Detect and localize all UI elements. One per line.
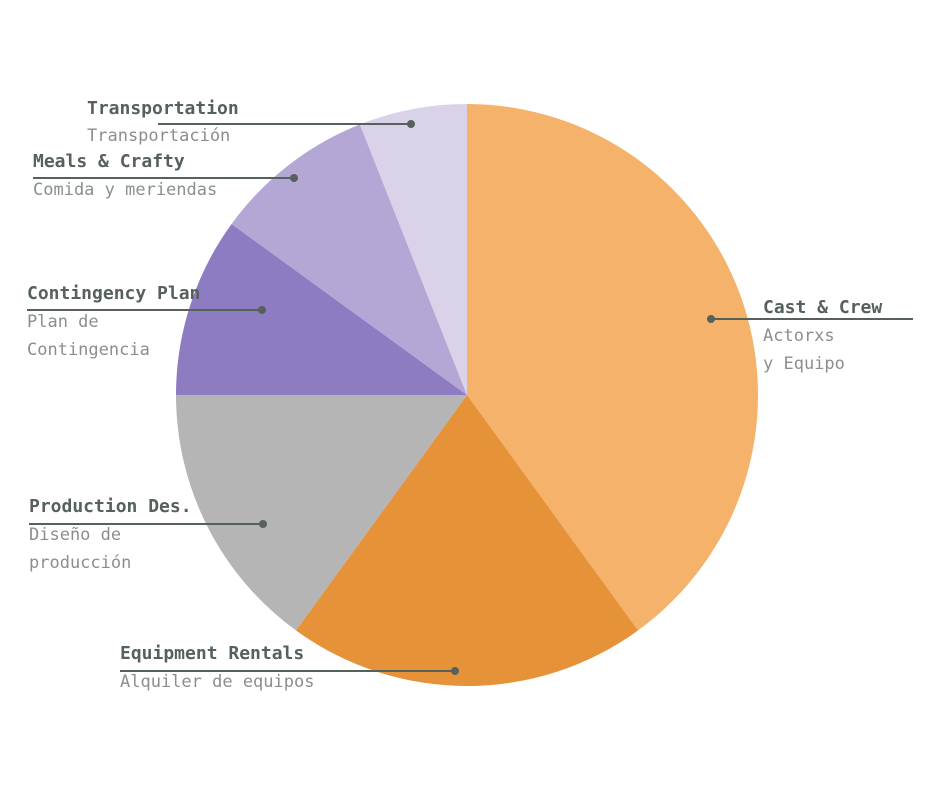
label-sub-cast-crew-1: Actorxs [763, 326, 835, 346]
label-sub-cast-crew-2: y Equipo [763, 354, 845, 374]
leader-dot-equipment-rentals [451, 667, 459, 675]
pie-slice-meals-crafty [231, 124, 467, 395]
label-sub-production-design-1: Diseño de [29, 525, 121, 545]
label-title-transportation: Transportation [87, 98, 239, 119]
label-sub-contingency-plan-1: Plan de [27, 312, 99, 332]
pie-slice-production-design [176, 395, 467, 631]
label-sub-contingency-plan-2: Contingencia [27, 340, 150, 360]
pie-slice-transportation [359, 104, 467, 395]
label-title-cast-crew: Cast & Crew [763, 297, 882, 318]
leader-dot-meals-crafty [290, 174, 298, 182]
pie-slices [176, 104, 758, 686]
leader-dot-transportation [407, 120, 415, 128]
label-sub-transportation: Transportación [87, 126, 230, 146]
leader-dot-cast-crew [707, 315, 715, 323]
label-leaders [27, 120, 913, 675]
pie-slice-cast-crew [467, 104, 758, 631]
pie-slice-equipment-rentals [295, 395, 639, 686]
label-title-equipment-rentals: Equipment Rentals [120, 643, 304, 664]
label-title-production-design: Production Des. [29, 496, 192, 517]
label-sub-meals-crafty: Comida y meriendas [33, 180, 217, 200]
label-title-contingency-plan: Contingency Plan [27, 283, 200, 304]
leader-dot-production-design [259, 520, 267, 528]
label-title-meals-crafty: Meals & Crafty [33, 151, 185, 172]
leader-dot-contingency-plan [258, 306, 266, 314]
pie-slice-contingency-plan [176, 223, 467, 395]
label-sub-equipment-rentals: Alquiler de equipos [120, 672, 314, 692]
label-sub-production-design-2: producción [29, 553, 131, 573]
